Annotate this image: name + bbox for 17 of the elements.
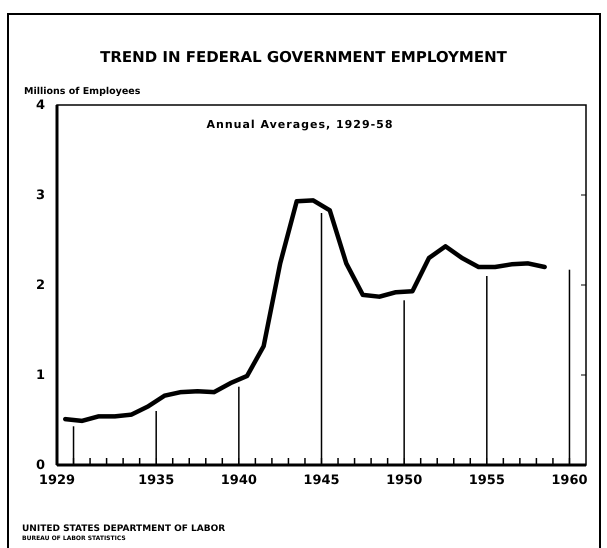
x-tick-label: 1945	[303, 473, 340, 488]
y-tick-label: 3	[36, 188, 45, 204]
text: UNITED STATES DEPARTMENT OF LABOR	[22, 524, 226, 534]
chart-title: TREND IN FEDERAL GOVERNMENT EMPLOYMENT	[100, 48, 508, 66]
text: Annual Averages, 1929-58	[206, 118, 394, 131]
y-tick-label: 2	[36, 278, 45, 294]
y-tick-label: 0	[36, 458, 45, 474]
x-tick-label: 1935	[138, 473, 174, 488]
x-tick-label: 1940	[220, 473, 257, 488]
x-tick-label: 1955	[468, 473, 505, 488]
y-axis-title: Millions of Employees	[24, 86, 141, 97]
y-tick-label: 4	[36, 98, 45, 114]
x-tick-label: 1950	[386, 473, 422, 488]
line-series	[63, 198, 547, 424]
x-tick-label: 1929	[38, 473, 76, 488]
x-tick-label: 1960	[551, 473, 588, 488]
y-tick-label: 1	[36, 368, 45, 384]
